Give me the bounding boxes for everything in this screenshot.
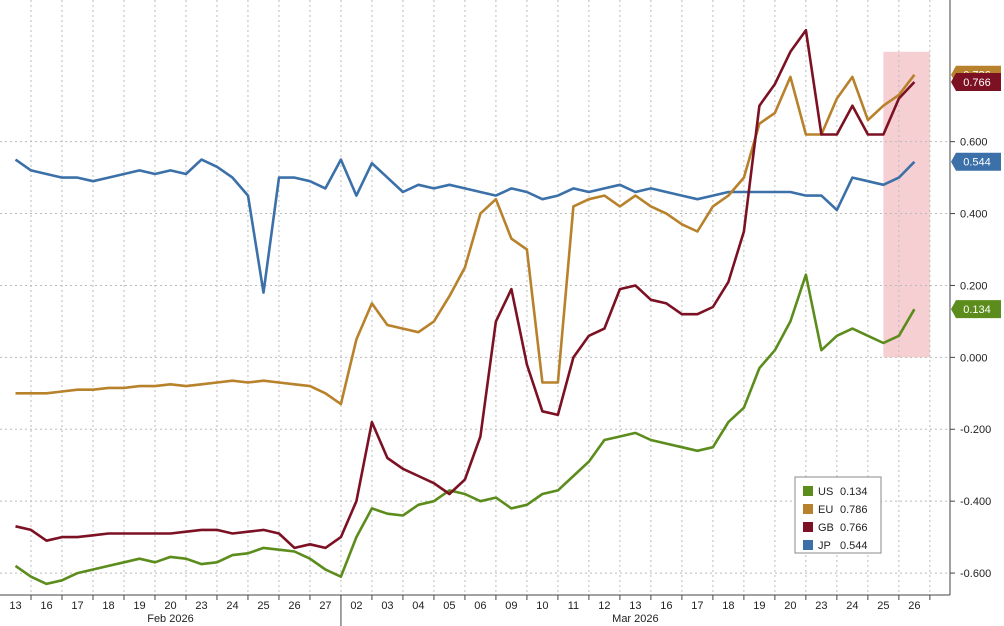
x-tick-label: 25 (257, 600, 269, 612)
legend-value: 0.766 (840, 522, 868, 534)
legend-name: JP (818, 540, 831, 552)
legend-value: 0.544 (840, 540, 868, 552)
x-tick-label: 16 (40, 600, 52, 612)
end-tag: 0.766 (951, 72, 1001, 91)
x-tick-label: 11 (568, 600, 579, 612)
x-tick-label: 27 (319, 600, 331, 612)
end-tag-label: 0.134 (963, 304, 991, 316)
y-tick-label: -0.600 (960, 568, 991, 580)
legend-name: US (818, 486, 833, 498)
legend-swatch (803, 540, 813, 550)
y-tick-label: -0.200 (960, 424, 991, 436)
legend-swatch (803, 486, 813, 496)
x-tick-label: 24 (846, 600, 858, 612)
month-label: Mar 2026 (612, 613, 658, 625)
legend-swatch (803, 504, 813, 514)
x-tick-label: 02 (350, 600, 362, 612)
x-tick-label: 05 (443, 600, 455, 612)
legend: US 0.134 EU 0.786 GB 0.766 JP 0.544 (794, 476, 882, 554)
x-tick-label: 17 (691, 600, 703, 612)
end-tag-label: 0.544 (963, 157, 991, 169)
x-tick-label: 03 (381, 600, 393, 612)
series-line (15, 28, 916, 550)
series-line (14, 158, 916, 294)
x-tick-label: 17 (71, 600, 83, 612)
x-tick-label: 26 (908, 600, 920, 612)
x-tick-label: 12 (598, 600, 610, 612)
x-tick-label: 19 (133, 600, 145, 612)
x-tick-label: 20 (164, 600, 176, 612)
end-tag-shape (951, 152, 1001, 171)
x-tick-label: 18 (722, 600, 734, 612)
legend-name: GB (818, 522, 834, 534)
end-tag-label: 0.766 (963, 77, 991, 89)
series-line (14, 273, 916, 586)
x-tick-label: 19 (753, 600, 765, 612)
legend-name: EU (818, 504, 833, 516)
end-tag-shape (951, 72, 1001, 91)
end-tag-shape (951, 300, 1001, 319)
legend-swatch (803, 522, 813, 532)
month-label: Feb 2026 (147, 613, 193, 625)
highlight-region (883, 51, 930, 358)
end-tag: 0.544 (951, 152, 1001, 171)
y-tick-label: -0.400 (960, 496, 991, 508)
x-tick-label: 23 (195, 600, 207, 612)
x-tick-label: 10 (536, 600, 548, 612)
x-tick-label: 24 (226, 600, 238, 612)
x-tick-label: 06 (474, 600, 486, 612)
y-tick-label: 0.600 (960, 137, 988, 149)
x-tick-label: 23 (815, 600, 827, 612)
x-tick-label: 18 (102, 600, 114, 612)
x-tick-label: 16 (660, 600, 672, 612)
x-tick-label: 26 (288, 600, 300, 612)
x-tick-label: 20 (784, 600, 796, 612)
x-tick-label: 13 (9, 600, 21, 612)
x-tick-label: 09 (505, 600, 517, 612)
y-tick-label: 0.200 (960, 280, 988, 292)
x-tick-label: 25 (877, 600, 889, 612)
y-tick-label: 0.400 (960, 208, 988, 220)
y-tick-label: 0.000 (960, 352, 988, 364)
legend-value: 0.134 (840, 486, 868, 498)
legend-value: 0.786 (840, 504, 868, 516)
series-line (15, 74, 916, 406)
end-tag: 0.134 (951, 300, 1001, 319)
x-tick-label: 04 (412, 600, 424, 612)
x-tick-label: 13 (629, 600, 641, 612)
